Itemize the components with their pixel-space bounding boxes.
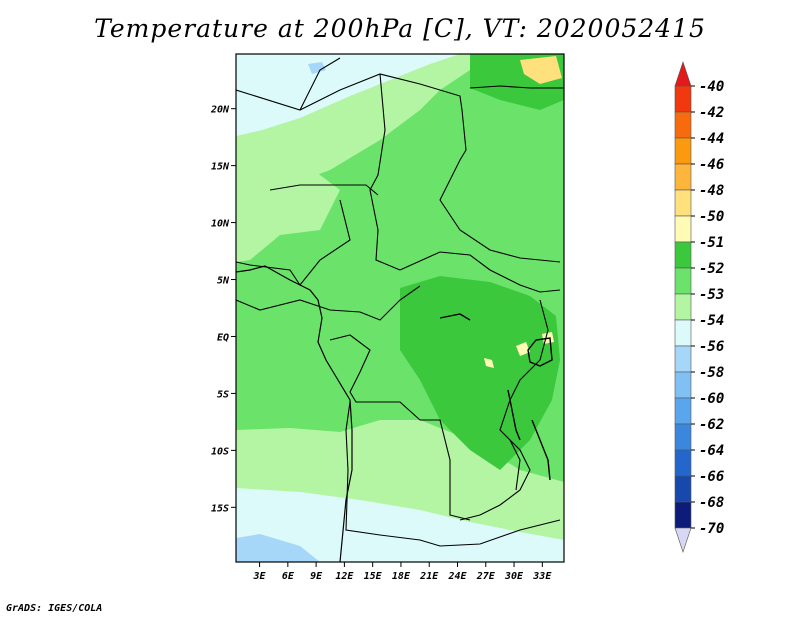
colorbar-box bbox=[674, 111, 692, 139]
colorbar-box bbox=[674, 371, 692, 399]
x-tick-label: 27E bbox=[476, 571, 496, 582]
colorbar-label: -66 bbox=[699, 469, 724, 485]
colorbar-box bbox=[674, 267, 692, 295]
band-58-south bbox=[236, 534, 320, 562]
colorbar-box bbox=[674, 397, 692, 425]
colorbar-label: -68 bbox=[699, 495, 724, 511]
colorbar-box bbox=[674, 163, 692, 191]
y-tick-label: 20N bbox=[210, 105, 230, 116]
band-51-spot-2 bbox=[484, 358, 494, 368]
colorbar-label: -51 bbox=[699, 235, 724, 251]
x-tick-label: 6E bbox=[282, 571, 295, 582]
colorbar-label: -40 bbox=[699, 79, 724, 95]
colorbar-box bbox=[674, 501, 692, 529]
y-tick-label: 15N bbox=[211, 162, 230, 173]
band-54-north-lobe bbox=[236, 150, 340, 262]
colorbar-label: -53 bbox=[699, 287, 724, 303]
x-tick-label: 15E bbox=[364, 571, 383, 582]
band-56-north bbox=[236, 54, 460, 136]
x-tick-label: 30E bbox=[504, 571, 524, 582]
lakes bbox=[439, 313, 553, 481]
colorbar-box bbox=[674, 449, 692, 477]
chart-title: Temperature at 200hPa [C], VT: 202005241… bbox=[94, 14, 706, 43]
y-tick-label: 5S bbox=[217, 389, 229, 400]
x-tick-label: 21E bbox=[419, 571, 439, 582]
credit-label: GrADS: IGES/COLA bbox=[6, 603, 103, 614]
x-tick-label: 18E bbox=[392, 571, 411, 582]
colorbar-box bbox=[674, 475, 692, 503]
colorbar-box bbox=[674, 319, 692, 347]
colorbar-label: -52 bbox=[699, 261, 724, 277]
x-tick-label: 12E bbox=[335, 571, 354, 582]
plot-frame bbox=[235, 53, 565, 563]
y-tick-label: 5N bbox=[217, 276, 230, 287]
colorbar: -40 -42 -44 -46 -48 -50 -51 -52 -53 -54 -56 -58 -60 -… bbox=[674, 61, 724, 553]
colorbar-box bbox=[674, 345, 692, 373]
y-tick-label: 15S bbox=[211, 503, 229, 514]
colorbar-box bbox=[674, 241, 692, 269]
colorbar-box bbox=[674, 293, 692, 321]
colorbar-label: -64 bbox=[699, 443, 724, 459]
coastline bbox=[236, 265, 353, 562]
x-tick-label: 33E bbox=[532, 571, 552, 582]
colorbar-box bbox=[674, 189, 692, 217]
colorbar-box bbox=[674, 215, 692, 243]
colorbar-box bbox=[674, 85, 692, 113]
map-plot-area bbox=[236, 54, 564, 562]
colorbar-label: -54 bbox=[699, 313, 724, 329]
colorbar-label: -44 bbox=[699, 131, 724, 147]
colorbar-label: -42 bbox=[699, 105, 724, 121]
x-tick-label: 3E bbox=[253, 571, 267, 582]
x-tick-label: 9E bbox=[310, 571, 323, 582]
country-boundaries bbox=[236, 57, 564, 547]
colorbar-bottom-arrow bbox=[674, 527, 692, 553]
band-58-spot bbox=[308, 62, 326, 74]
y-axis: 20N 15N 10N 5N EQ 5S 10S 15S bbox=[210, 105, 236, 514]
colorbar-label: -62 bbox=[699, 417, 724, 433]
colorbar-label: -70 bbox=[699, 521, 724, 537]
y-tick-label: EQ bbox=[217, 332, 229, 343]
colorbar-label: -46 bbox=[699, 157, 724, 173]
band-51-northeast bbox=[520, 56, 562, 84]
colorbar-box bbox=[674, 137, 692, 165]
colorbar-label: -48 bbox=[699, 183, 724, 199]
colorbar-label: -60 bbox=[699, 391, 724, 407]
band-51-spot-1 bbox=[516, 342, 530, 356]
band-52-central bbox=[400, 276, 560, 470]
x-axis: 3E 6E 9E 12E 15E 18E 21E 24E 27E 30E 33E bbox=[253, 562, 552, 582]
colorbar-label: -58 bbox=[699, 365, 724, 381]
colorbar-label: -56 bbox=[699, 339, 724, 355]
colorbar-label: -50 bbox=[699, 209, 724, 225]
x-tick-label: 24E bbox=[447, 571, 467, 582]
colorbar-top-arrow bbox=[674, 61, 692, 87]
colorbar-box bbox=[674, 423, 692, 451]
y-tick-label: 10S bbox=[211, 446, 229, 457]
y-tick-label: 10N bbox=[211, 219, 230, 230]
